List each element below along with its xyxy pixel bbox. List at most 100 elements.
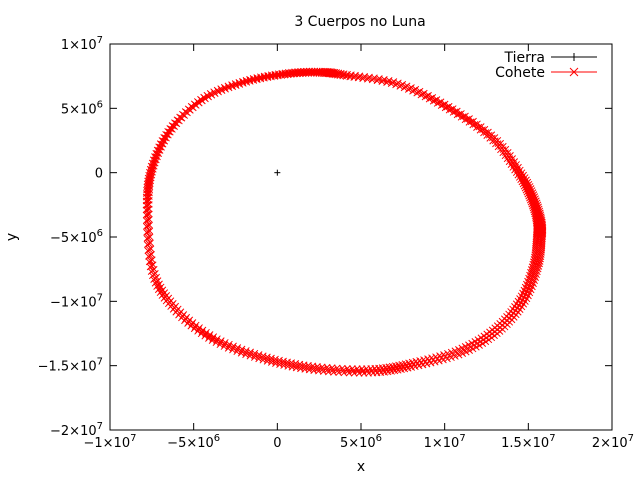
data-point-cohete [507,152,514,159]
data-point-cohete [419,361,427,369]
data-point-cohete [531,193,539,201]
data-point-cohete [284,363,292,370]
data-point-cohete [349,365,356,372]
legend-marker-tierra [570,53,578,61]
data-point-cohete [349,367,357,375]
data-point-cohete [150,276,157,284]
data-point-cohete [344,367,352,375]
data-point-cohete [451,108,459,116]
data-point-cohete [155,143,163,151]
data-point-cohete [408,84,415,91]
data-point-cohete [439,101,447,109]
data-point-cohete [529,189,537,196]
data-point-cohete [455,351,463,359]
data-point-cohete [308,67,316,75]
data-point-cohete [463,115,471,123]
x-tick-label: 2×107 [592,433,634,451]
tick-layer: −1×107 −5×106 0 5×106 1×107 1.5×107 2×107 1×107… [38,35,634,451]
data-point-cohete [228,81,235,89]
data-point-cohete [280,362,288,369]
data-point-cohete [313,67,321,75]
data-point-cohete [355,370,363,377]
data-point-cohete [459,113,467,120]
data-point-cohete [142,217,150,224]
data-point-cohete [477,123,485,130]
data-point-cohete [154,286,162,294]
y-tick-label: 0 [95,167,103,182]
data-point-cohete [263,358,271,365]
data-point-cohete [197,330,205,338]
data-point-cohete [330,369,337,376]
data-point-cohete [533,197,540,205]
data-point-cohete [300,67,307,75]
data-point-cohete [267,359,275,366]
data-point-cohete [527,185,535,192]
data-point-cohete [530,191,538,198]
data-point-cohete [443,103,451,111]
data-point-cohete [148,272,156,280]
data-point-cohete [190,100,198,108]
data-point-cohete [491,332,498,340]
data-point-cohete [212,339,220,347]
data-point-cohete [250,354,258,361]
data-point-cohete [452,353,459,360]
data-point-cohete [466,347,474,354]
legend: Tierra Cohete [495,50,597,81]
data-point-cohete [255,355,262,363]
data-point-cohete [466,115,473,122]
data-point-cohete [213,86,221,94]
data-point-cohete [431,358,439,366]
data-point-cohete [329,366,337,374]
data-point-cohete [449,105,457,112]
legend-label-tierra: Tierra [504,50,545,66]
data-point-cohete [458,110,465,117]
data-point-cohete [147,239,154,247]
data-point-cohete [158,137,166,144]
data-point-cohete [485,336,493,344]
x-tick-label: −5×106 [167,433,220,451]
data-point-cohete [205,335,212,342]
data-point-cohete [156,289,164,297]
data-point-cohete [344,365,351,372]
data-point-cohete [467,118,475,126]
data-point-cohete [437,98,445,106]
data-point-cohete [534,201,542,209]
data-point-cohete [472,343,480,351]
y-tick-label: 1×107 [61,35,103,53]
data-point-cohete [210,88,217,96]
data-point-cohete [151,279,159,287]
data-point-cohete [390,78,398,85]
data-point-cohete [272,360,279,367]
data-point-cohete [143,241,151,248]
data-point-cohete [526,183,534,190]
data-point-cohete [200,93,207,101]
data-point-cohete [284,360,292,368]
data-point-cohete [294,68,302,75]
data-point-cohete [435,99,443,106]
data-point-cohete [340,369,348,377]
data-point-cohete [153,283,160,290]
data-point-cohete [528,187,536,194]
data-point-cohete [509,155,516,162]
data-point-cohete [156,140,164,147]
data-point-cohete [339,364,346,372]
data-point-cohete [142,211,150,219]
y-tick-label: −2×107 [50,421,103,439]
data-point-tierra [274,169,281,176]
data-point-cohete [160,294,168,302]
x-tick-label: 1.5×107 [501,433,555,451]
data-point-cohete [462,348,470,356]
data-point-cohete [536,260,543,268]
x-tick-label: 1×107 [424,433,466,451]
data-point-cohete [444,355,451,363]
data-point-cohete [276,361,283,368]
data-point-cohete [445,102,453,110]
data-point-cohete [469,345,477,353]
data-point-cohete [145,258,153,266]
data-point-cohete [145,234,152,242]
legend-marker-cohete [569,67,579,77]
data-point-cohete [242,351,249,359]
data-point-cohete [462,112,469,120]
data-point-cohete [525,180,533,188]
